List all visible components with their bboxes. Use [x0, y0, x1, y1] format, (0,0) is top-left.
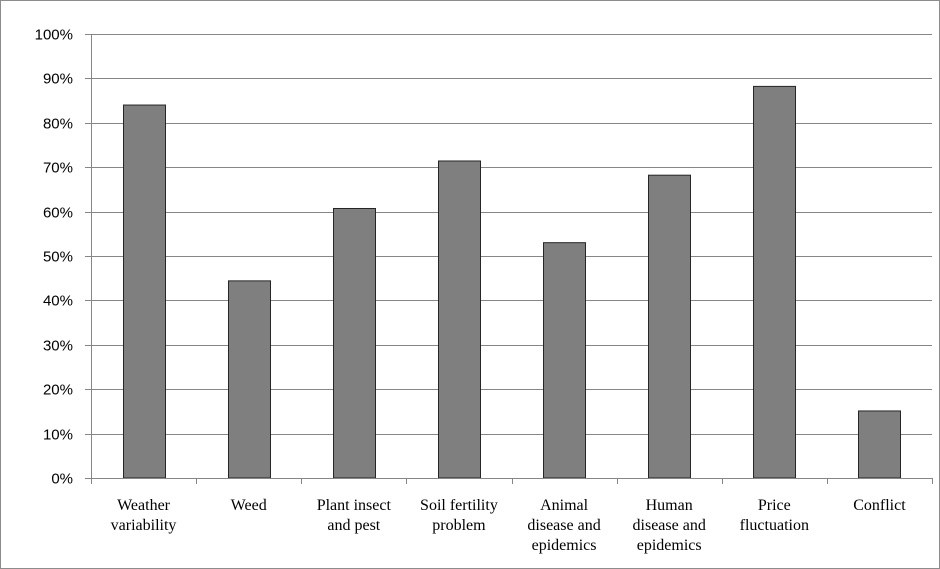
x-tick-label: Human disease and epidemics — [633, 497, 706, 554]
x-tick-label: Price fluctuation — [740, 497, 809, 534]
axes — [91, 34, 933, 484]
y-tick-label: 40% — [43, 293, 73, 310]
y-tick-label: 90% — [43, 71, 73, 88]
y-tick-label: 0% — [51, 471, 73, 488]
y-tick-label: 50% — [43, 249, 73, 266]
x-tick-label: Conflict — [853, 497, 906, 514]
x-tick-labels: Weather variability Weed Plant insect and pe… — [111, 497, 907, 554]
bar — [228, 280, 271, 479]
x-tick-label: Animal disease and epidemics — [527, 497, 600, 554]
bar — [648, 174, 691, 479]
bar — [333, 207, 376, 479]
y-tick-label: 20% — [43, 382, 73, 399]
x-tick-label: Soil fertility problem — [420, 497, 498, 534]
y-tick-label: 30% — [43, 338, 73, 355]
y-tick-label: 60% — [43, 205, 73, 222]
bars — [123, 85, 901, 479]
y-tick-label: 70% — [43, 160, 73, 177]
bar — [438, 160, 481, 479]
x-tick-label: Weather variability — [111, 497, 177, 534]
gridlines — [85, 34, 932, 479]
bar — [543, 242, 586, 479]
bar — [858, 410, 901, 479]
bar — [753, 85, 796, 479]
y-tick-label: 100% — [35, 27, 73, 44]
bar — [123, 104, 166, 479]
y-tick-label: 80% — [43, 116, 73, 133]
y-tick-label: 10% — [43, 427, 73, 444]
x-tick-label: Weed — [231, 497, 267, 514]
y-tick-labels: 0% 10% 20% 30% 40% 50% 60% 70% 80% 90% 100% — [35, 27, 73, 488]
x-tick-label: Plant insect and pest — [317, 497, 392, 534]
